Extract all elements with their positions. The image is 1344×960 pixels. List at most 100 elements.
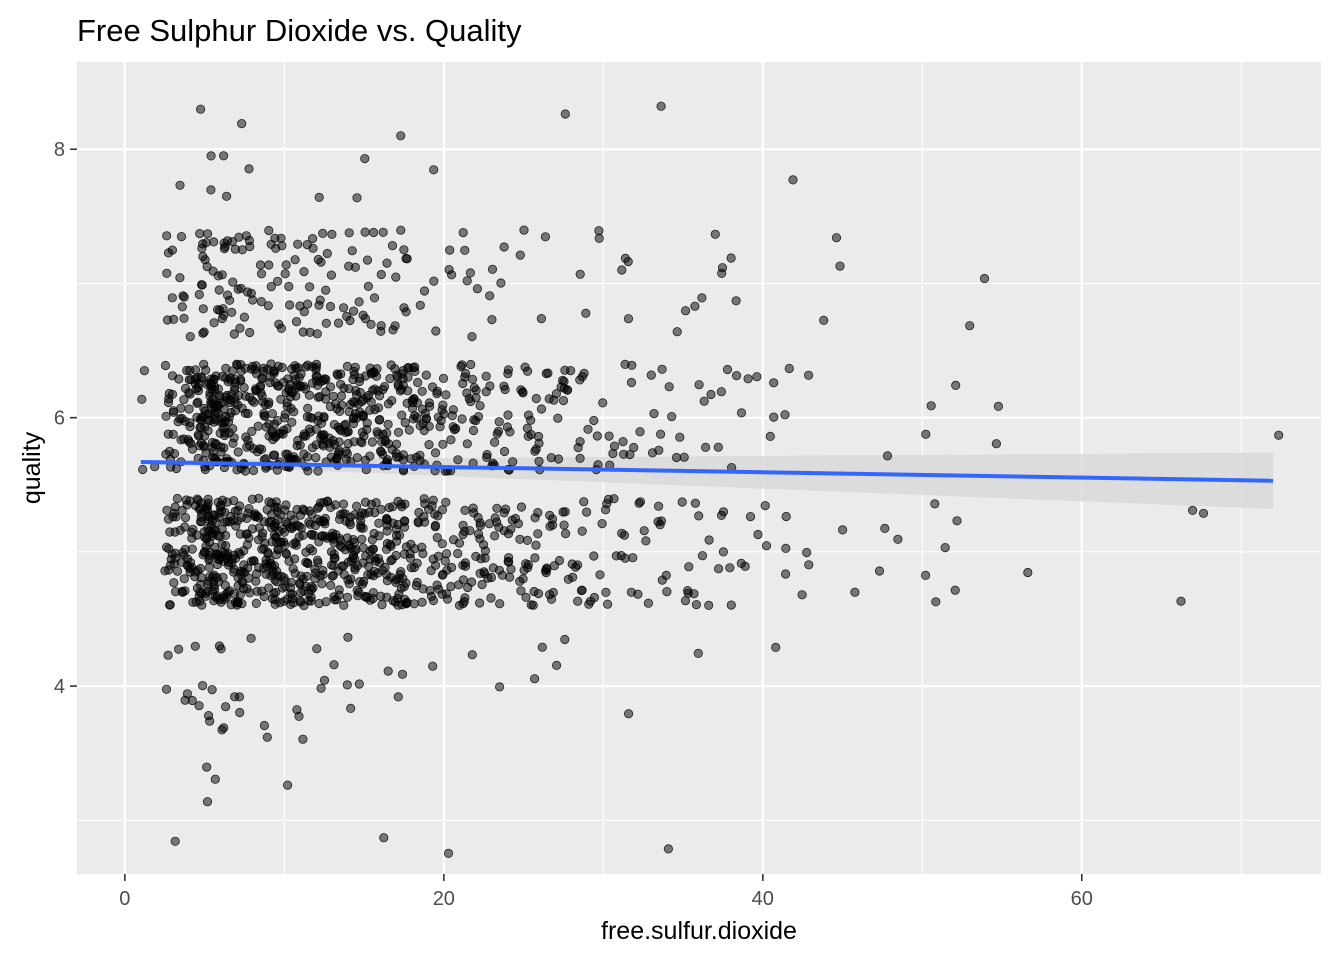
- data-point: [726, 253, 736, 263]
- data-point: [290, 537, 301, 548]
- data-point: [310, 573, 320, 584]
- data-point: [516, 502, 527, 512]
- data-point: [662, 586, 672, 597]
- data-point: [229, 496, 239, 506]
- data-point: [219, 244, 229, 254]
- data-point: [431, 326, 441, 336]
- data-point: [745, 511, 756, 522]
- data-point: [503, 410, 513, 420]
- data-point: [466, 577, 477, 587]
- data-point: [495, 599, 505, 609]
- data-point: [402, 597, 412, 607]
- x-axis-label: free.sulfur.dioxide: [601, 917, 797, 945]
- data-point: [326, 580, 336, 591]
- data-point: [269, 588, 279, 598]
- data-point: [322, 248, 332, 259]
- data-point: [679, 452, 689, 462]
- data-point: [348, 306, 359, 316]
- data-point: [290, 361, 300, 371]
- data-point: [1274, 430, 1284, 440]
- data-point: [229, 329, 239, 339]
- data-point: [299, 449, 309, 459]
- data-point: [354, 297, 364, 307]
- data-point: [304, 424, 314, 434]
- data-point: [307, 509, 317, 519]
- data-point: [337, 542, 347, 552]
- data-point: [360, 455, 370, 465]
- data-point: [467, 374, 478, 384]
- data-point: [311, 371, 321, 381]
- data-point: [530, 553, 540, 563]
- data-point: [220, 507, 230, 517]
- data-point: [203, 229, 213, 239]
- data-point: [383, 399, 393, 409]
- data-point: [394, 574, 404, 584]
- data-point: [780, 410, 790, 420]
- data-point: [424, 439, 434, 450]
- data-point: [363, 561, 374, 571]
- data-point: [559, 383, 569, 393]
- data-point: [383, 666, 393, 676]
- data-point: [545, 510, 555, 521]
- data-point: [228, 438, 238, 448]
- x-tick-label: 60: [1071, 888, 1093, 910]
- data-point: [641, 536, 651, 546]
- data-point: [179, 395, 189, 405]
- data-point: [655, 429, 666, 439]
- data-point: [367, 535, 377, 545]
- data-point: [547, 520, 558, 530]
- data-point: [321, 597, 331, 607]
- data-point: [139, 365, 149, 376]
- data-point: [244, 503, 254, 514]
- data-point: [602, 599, 613, 609]
- y-tick-label: 6: [54, 408, 65, 430]
- data-point: [541, 567, 551, 578]
- data-point: [361, 551, 371, 561]
- data-point: [627, 360, 637, 370]
- data-point: [417, 597, 427, 607]
- data-point: [241, 391, 251, 401]
- data-point: [483, 573, 493, 583]
- data-point: [290, 255, 300, 265]
- data-point: [296, 571, 306, 581]
- data-point: [625, 449, 635, 460]
- data-point: [176, 403, 186, 413]
- data-point: [429, 165, 439, 175]
- data-point: [225, 295, 235, 305]
- data-point: [350, 362, 360, 372]
- data-point: [292, 520, 302, 530]
- data-point: [465, 396, 476, 407]
- data-point: [305, 327, 315, 337]
- data-point: [195, 229, 205, 239]
- data-point: [819, 315, 829, 325]
- data-point: [339, 569, 349, 580]
- data-point: [492, 503, 502, 513]
- data-point: [623, 709, 634, 719]
- data-point: [516, 385, 526, 395]
- data-point: [167, 549, 177, 559]
- data-point: [369, 293, 380, 303]
- data-point: [393, 379, 403, 389]
- data-point: [417, 542, 427, 552]
- data-point: [269, 450, 280, 460]
- data-point: [493, 426, 504, 436]
- data-point: [726, 600, 736, 610]
- data-point: [326, 502, 336, 512]
- data-point: [403, 372, 413, 382]
- data-point: [386, 556, 396, 566]
- data-point: [241, 231, 251, 241]
- data-point: [444, 264, 454, 275]
- data-point: [595, 570, 605, 580]
- data-point: [579, 497, 589, 507]
- data-point: [531, 540, 541, 550]
- data-point: [360, 227, 370, 237]
- data-point: [521, 592, 531, 602]
- data-point: [617, 528, 627, 538]
- data-point: [667, 411, 677, 422]
- data-point: [560, 507, 570, 517]
- data-point: [307, 443, 318, 453]
- data-point: [311, 452, 321, 463]
- data-point: [528, 600, 538, 610]
- data-point: [940, 542, 950, 553]
- data-point: [500, 504, 511, 514]
